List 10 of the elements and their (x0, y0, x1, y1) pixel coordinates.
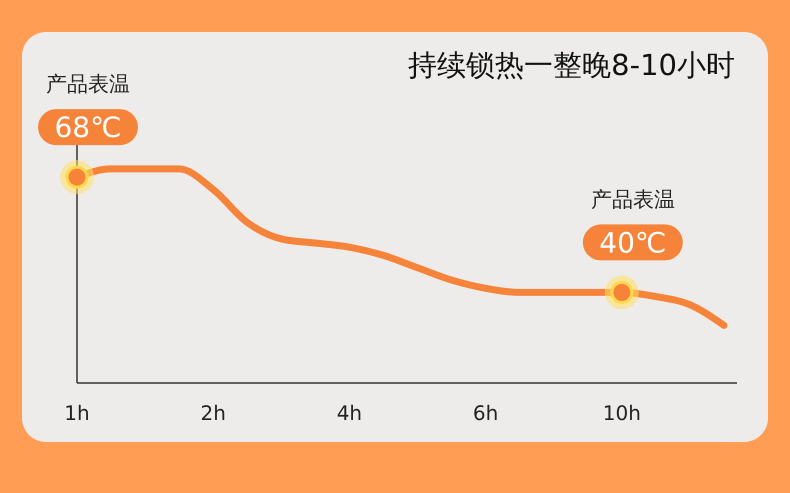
x-tick-label: 6h (472, 401, 498, 426)
data-label: 40℃ (599, 226, 666, 260)
chart-title: 持续锁热一整晚8-10小时 (408, 48, 735, 82)
text: 产品表温 (46, 72, 130, 96)
x-tick-label: 10h (602, 401, 641, 426)
x-tick-label: 4h (336, 401, 362, 426)
data-label: 68℃ (54, 111, 122, 144)
x-tick-label: 2h (200, 401, 226, 426)
annotation: 产品表温 (590, 187, 675, 212)
x-tick-label: 1h (64, 401, 90, 426)
